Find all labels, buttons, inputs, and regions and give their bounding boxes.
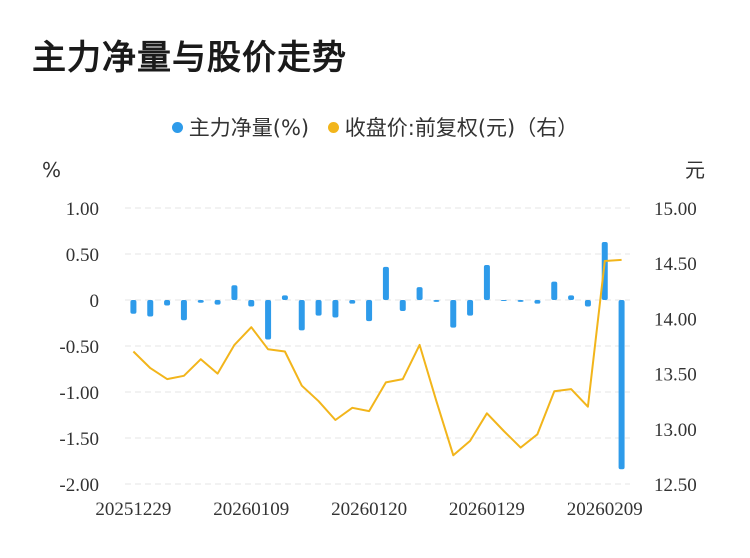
net-flow-bar[interactable] xyxy=(147,300,154,317)
left-tick-label: -1.50 xyxy=(59,429,99,450)
legend-item-close-price[interactable]: 收盘价:前复权(元)（右） xyxy=(327,112,579,142)
chart-title: 主力净量与股价走势 xyxy=(32,38,347,78)
net-flow-bar[interactable] xyxy=(584,300,591,307)
left-tick-label: 0.50 xyxy=(66,245,99,266)
right-tick-label: 14.00 xyxy=(654,309,697,330)
right-tick-label: 13.50 xyxy=(654,365,697,386)
net-flow-bar[interactable] xyxy=(164,300,171,306)
net-flow-bar[interactable] xyxy=(483,265,490,300)
net-flow-bar[interactable] xyxy=(416,287,423,300)
net-flow-bar[interactable] xyxy=(231,285,238,300)
net-flow-bar[interactable] xyxy=(248,300,255,307)
net-flow-bar[interactable] xyxy=(551,281,558,300)
net-flow-bar[interactable] xyxy=(180,300,187,321)
net-flow-bar[interactable] xyxy=(281,295,288,300)
net-flow-bar[interactable] xyxy=(366,300,373,322)
net-flow-bar[interactable] xyxy=(399,300,406,312)
net-flow-bar[interactable] xyxy=(197,300,204,303)
grid-layer xyxy=(125,207,630,485)
net-flow-bar[interactable] xyxy=(382,266,389,300)
left-tick-label: 0 xyxy=(90,291,100,312)
net-flow-bar[interactable] xyxy=(500,300,507,301)
left-tick-label: -1.00 xyxy=(59,383,99,404)
left-axis-unit: % xyxy=(42,158,61,182)
left-tick-label: -2.00 xyxy=(59,475,99,496)
net-flow-bar[interactable] xyxy=(517,300,524,302)
net-flow-bar[interactable] xyxy=(568,295,575,300)
x-tick-label: 20260109 xyxy=(213,499,289,520)
net-flow-bar[interactable] xyxy=(534,300,541,304)
legend-label-close-price: 收盘价:前复权(元)（右） xyxy=(344,116,579,140)
legend-dot-yellow-icon xyxy=(327,121,339,133)
right-tick-label: 12.50 xyxy=(654,475,697,496)
x-tick-label: 20251229 xyxy=(95,499,171,520)
right-tick-label: 13.00 xyxy=(654,420,697,441)
legend-label-net-flow: 主力净量(%) xyxy=(188,116,310,140)
net-flow-bar[interactable] xyxy=(433,300,440,302)
net-flow-bar[interactable] xyxy=(265,300,272,340)
right-tick-label: 15.00 xyxy=(654,199,697,220)
bar-series xyxy=(130,242,625,470)
x-tick-label: 20260209 xyxy=(567,499,643,520)
right-axis-unit: 元 xyxy=(685,158,705,182)
net-flow-bar[interactable] xyxy=(467,300,474,316)
net-flow-bar[interactable] xyxy=(315,300,322,316)
left-tick-label: 1.00 xyxy=(66,199,99,220)
net-flow-bar[interactable] xyxy=(618,300,625,470)
net-flow-bar[interactable] xyxy=(214,300,221,305)
net-flow-bar[interactable] xyxy=(298,300,305,331)
left-tick-label: -0.50 xyxy=(59,337,99,358)
net-flow-bar[interactable] xyxy=(332,300,339,318)
legend: 主力净量(%) 收盘价:前复权(元)（右） xyxy=(0,112,750,142)
x-tick-label: 20260129 xyxy=(449,499,525,520)
close-price-line[interactable] xyxy=(132,258,622,457)
legend-item-net-flow[interactable]: 主力净量(%) xyxy=(171,112,310,142)
right-tick-label: 14.50 xyxy=(654,254,697,275)
x-tick-label: 20260120 xyxy=(331,499,407,520)
line-series xyxy=(132,258,622,457)
net-flow-bar[interactable] xyxy=(601,242,608,300)
net-flow-bar[interactable] xyxy=(349,300,356,304)
net-flow-bar[interactable] xyxy=(450,300,457,328)
axis-layer: 1.00 0.50 0 -0.50 -1.00 -1.50 -2.00 15.00 14.50 1… xyxy=(42,158,705,520)
legend-dot-blue-icon xyxy=(171,121,183,133)
net-flow-bar[interactable] xyxy=(130,300,137,314)
